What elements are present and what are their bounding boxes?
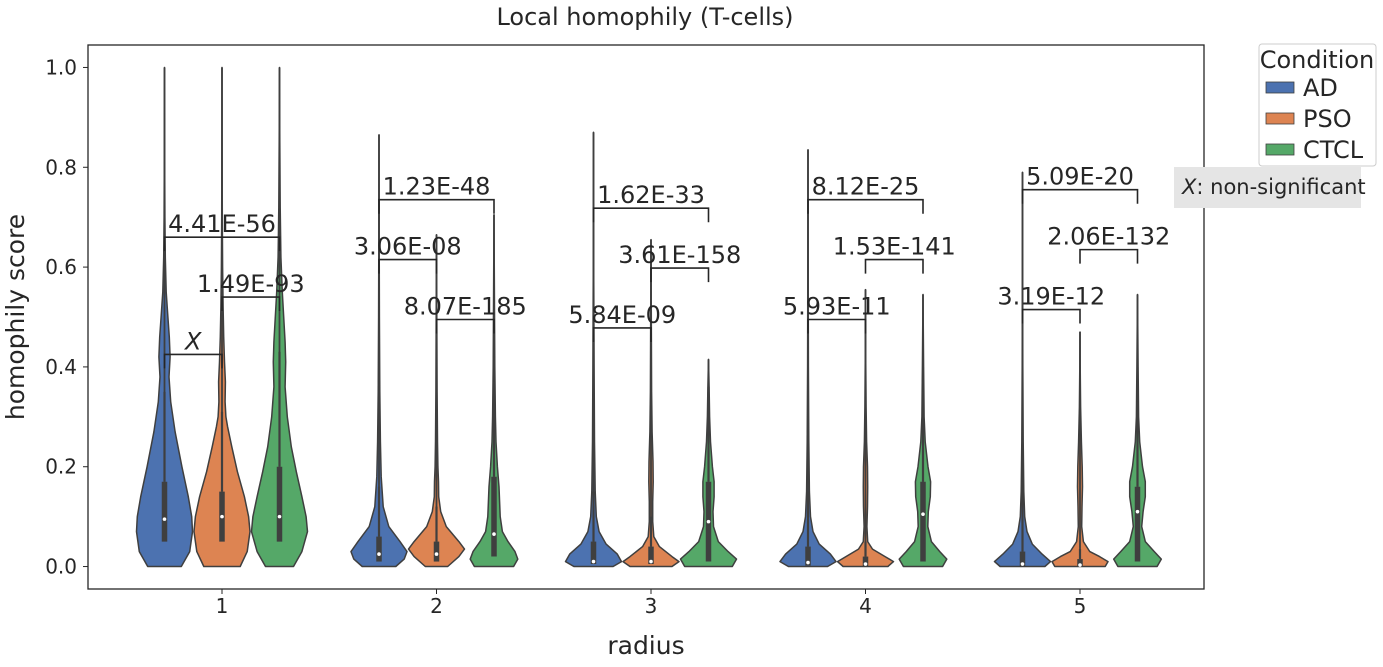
violin-median — [806, 560, 810, 565]
plot-frame — [87, 44, 1205, 590]
y-tick-label: 0.8 — [45, 155, 77, 179]
x-tick-label: 3 — [645, 594, 658, 618]
significance-label: 1.49E-93 — [197, 270, 305, 298]
legend-label-ad: AD — [1303, 74, 1338, 102]
significance-label: 3.61E-158 — [618, 241, 741, 269]
legend-label-pso: PSO — [1303, 105, 1352, 133]
significance-bracket — [163, 353, 223, 369]
note-background — [1174, 167, 1361, 208]
significance-bracket — [592, 207, 710, 223]
y-tick-label: 0.6 — [45, 255, 77, 279]
violin-median — [1078, 563, 1082, 567]
significance-label: 8.07E-185 — [404, 292, 527, 320]
chart-title: Local homophily (T-cells) — [496, 3, 793, 31]
significance-label: 5.93E-11 — [783, 292, 891, 320]
legend-swatch-ad — [1265, 81, 1295, 94]
x-tick-label: 5 — [1074, 594, 1087, 618]
note-symbol: X — [1181, 175, 1197, 199]
significance-label: X — [183, 327, 202, 355]
note-description: : non-significant — [1196, 175, 1365, 199]
y-tick-label: 0.2 — [45, 455, 77, 479]
legend-frame — [1258, 43, 1377, 167]
y-tick-label: 0.0 — [45, 555, 77, 579]
significance-bracket — [435, 318, 495, 334]
violin-median — [492, 532, 496, 536]
plot-area: 0.0 0.2 0.4 0.6 0.8 1.0 1 2 3 4 5 X 1.49E-93 4.41E-56… — [45, 44, 1205, 618]
violin-median — [1020, 562, 1025, 566]
x-axis-label: radius — [607, 631, 684, 660]
legend-swatch-ctcl — [1265, 143, 1295, 156]
note-text: X: non-significant — [1181, 175, 1366, 199]
significance-label: 5.09E-20 — [1026, 163, 1134, 191]
significance-label: 2.06E-132 — [1047, 223, 1170, 251]
significance-bracket — [221, 296, 281, 312]
significance-label: 1.53E-141 — [833, 233, 956, 261]
violin-median — [649, 559, 653, 564]
legend-title: Condition — [1260, 46, 1375, 74]
violin-median — [220, 514, 224, 519]
significance-label: 4.41E-56 — [168, 210, 276, 238]
significance-bracket — [807, 318, 867, 334]
significance-note: X: non-significant — [1174, 167, 1366, 208]
violin-median — [1135, 509, 1140, 514]
significance-label: 3.19E-12 — [997, 283, 1105, 311]
significance-label: 5.84E-09 — [568, 301, 676, 329]
violin-median — [591, 559, 596, 564]
significance-label: 1.62E-33 — [597, 181, 705, 209]
violin-median — [921, 512, 925, 516]
violin-median — [434, 552, 439, 556]
significance-bracket — [378, 198, 495, 214]
legend-label-ctcl: CTCL — [1303, 136, 1364, 164]
x-tick-label: 4 — [859, 594, 872, 618]
y-tick-label: 0.4 — [45, 355, 77, 379]
significance-bracket — [1079, 248, 1139, 264]
violin-median — [162, 517, 167, 521]
significance-bracket — [864, 258, 924, 274]
x-tick-label: 2 — [430, 594, 443, 618]
violin-median — [377, 552, 381, 556]
significance-bracket — [650, 267, 710, 283]
significance-label: 8.12E-25 — [812, 173, 920, 201]
violin-median — [706, 519, 711, 524]
significance-label: 1.23E-48 — [383, 173, 491, 201]
significance-bracket — [163, 236, 281, 252]
legend: Condition AD PSO CTCL — [1258, 43, 1377, 167]
y-axis-label: homophily score — [1, 214, 30, 420]
y-tick-label: 1.0 — [45, 55, 77, 79]
significance-label: 3.06E-08 — [354, 233, 462, 261]
violin-median — [863, 562, 868, 566]
violin-median — [277, 514, 282, 519]
x-tick-label: 1 — [216, 594, 229, 618]
significance-bracket — [378, 258, 438, 274]
significance-bracket — [1021, 188, 1139, 204]
legend-swatch-pso — [1265, 112, 1295, 125]
significance-bracket — [1021, 308, 1081, 324]
significance-bracket — [592, 327, 652, 342]
significance-bracket — [807, 198, 924, 214]
